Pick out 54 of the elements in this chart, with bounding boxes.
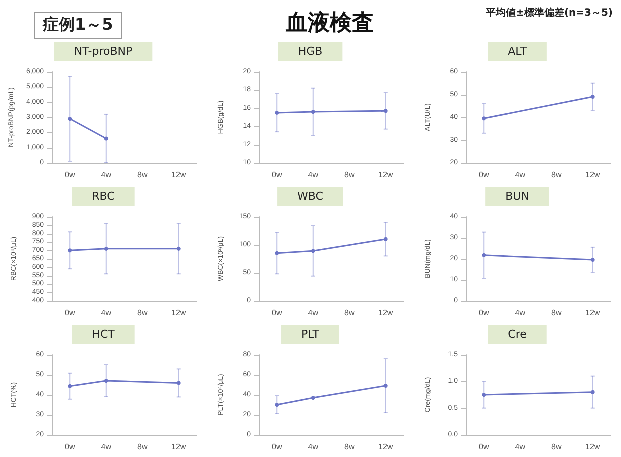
point xyxy=(384,237,388,242)
chart-title: NT-proBNP xyxy=(74,45,134,58)
x-tick-label: 4w xyxy=(308,170,319,180)
x-tick-label: 4w xyxy=(101,170,112,180)
text: 血液検査 xyxy=(285,10,375,38)
x-tick-label: 0w xyxy=(479,170,490,180)
x-tick-label: 4w xyxy=(515,308,526,318)
x-tick-label: 8w xyxy=(344,308,355,318)
x-tick-label: 0w xyxy=(272,308,282,318)
x-tick-label: 12w xyxy=(172,442,186,452)
x-tick-label: 0w xyxy=(479,308,490,318)
chart-title: RBC xyxy=(92,190,116,203)
chart-title: WBC xyxy=(298,190,324,203)
text: 症例1～5 xyxy=(34,12,122,39)
x-tick-label: 8w xyxy=(344,442,355,452)
x-tick-label: 8w xyxy=(138,442,148,452)
x-tick-label: 8w xyxy=(344,170,355,180)
x-tick-label: 12w xyxy=(172,170,186,180)
x-tick-label: 8w xyxy=(138,308,148,318)
x-tick-label: 4w xyxy=(515,170,526,180)
x-tick-label: 12w xyxy=(378,308,394,318)
x-tick-label: 4w xyxy=(515,442,526,452)
x-tick-label: 0w xyxy=(65,308,76,318)
x-tick-label: 12w xyxy=(586,442,600,452)
x-tick-label: 4w xyxy=(101,308,112,318)
text: 平均値±標準偏差(n=3～5) xyxy=(486,6,613,20)
x-tick-label: 4w xyxy=(308,308,319,318)
chart-title: HCT xyxy=(92,328,116,341)
point xyxy=(275,251,280,256)
chart-title: Cre xyxy=(508,328,528,341)
x-tick-label: 12w xyxy=(378,170,394,180)
x-tick-label: 12w xyxy=(586,308,600,318)
x-tick-label: 8w xyxy=(552,308,562,318)
x-tick-label: 8w xyxy=(552,442,562,452)
chart-title: HGB xyxy=(298,45,323,58)
x-tick-label: 12w xyxy=(378,442,394,452)
x-tick-label: 0w xyxy=(272,442,282,452)
point xyxy=(311,249,316,254)
x-tick-label: 0w xyxy=(479,442,490,452)
x-tick-label: 8w xyxy=(552,170,562,180)
chart-title: BUN xyxy=(506,190,530,203)
point xyxy=(275,403,280,407)
chart-title: PLT xyxy=(302,328,320,341)
point xyxy=(384,384,388,388)
x-tick-label: 0w xyxy=(272,170,282,180)
x-tick-label: 12w xyxy=(172,308,186,318)
x-tick-label: 4w xyxy=(308,442,319,452)
x-tick-label: 12w xyxy=(586,170,600,180)
x-tick-label: 4w xyxy=(101,442,112,452)
x-tick-label: 0w xyxy=(65,442,76,452)
x-tick-label: 8w xyxy=(138,170,148,180)
chart-title: ALT xyxy=(508,45,528,58)
point xyxy=(311,396,316,400)
x-tick-label: 0w xyxy=(65,170,76,180)
